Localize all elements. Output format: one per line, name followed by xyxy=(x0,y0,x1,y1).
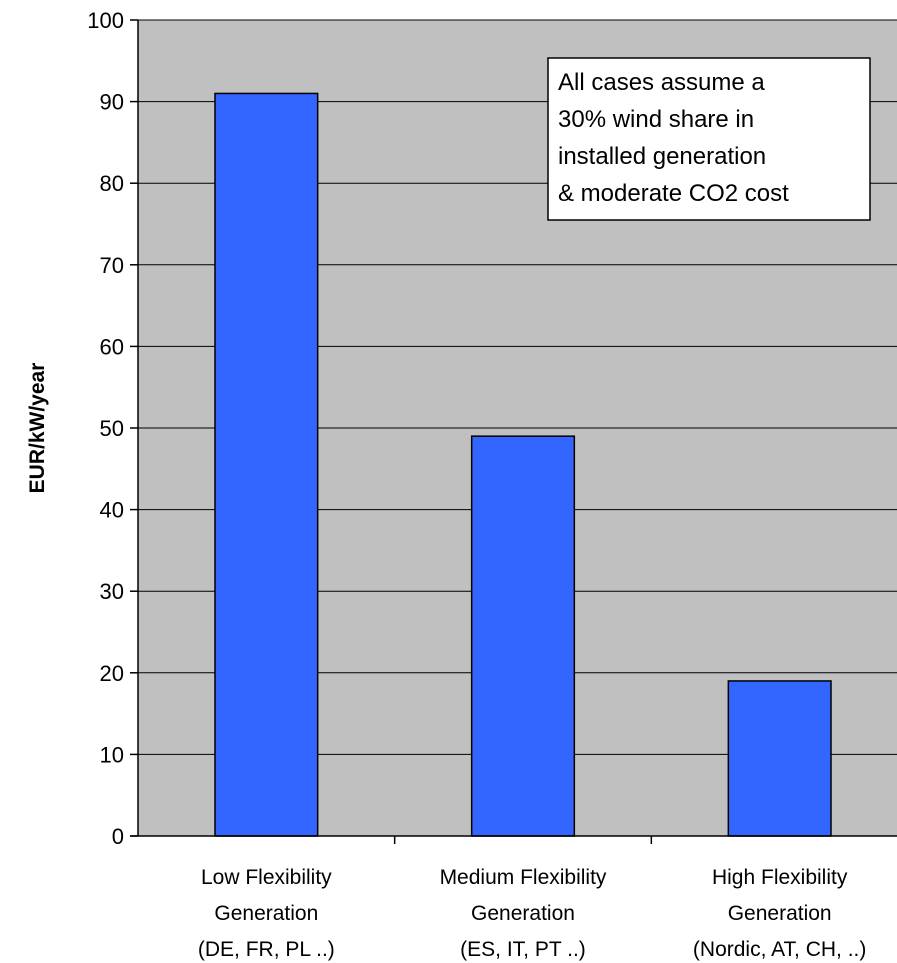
x-category-label: (Nordic, AT, CH, ..) xyxy=(693,938,866,961)
y-tick-label: 90 xyxy=(100,90,124,115)
y-tick-label: 100 xyxy=(87,8,124,33)
y-tick-label: 70 xyxy=(100,253,124,278)
x-category-label: Low Flexibility xyxy=(201,866,332,889)
x-category-label: Generation xyxy=(471,902,575,925)
annotation-box: All cases assume a 30% wind share in insta… xyxy=(547,57,871,221)
x-category-label: Medium Flexibility xyxy=(440,866,607,889)
x-category-label: Generation xyxy=(728,902,832,925)
bar xyxy=(727,680,832,837)
annotation-text-line: & moderate CO2 cost xyxy=(558,180,789,207)
y-tick-label: 60 xyxy=(100,334,124,359)
y-tick-label: 40 xyxy=(100,498,124,523)
annotation-text-line: installed generation xyxy=(558,143,766,170)
bar xyxy=(214,92,319,837)
x-category-label: High Flexibility xyxy=(712,866,848,889)
y-tick-label: 80 xyxy=(100,171,124,196)
y-tick-label: 30 xyxy=(100,579,124,604)
y-axis-title: EUR/kW/year xyxy=(26,363,49,494)
y-tick-label: 50 xyxy=(100,416,124,441)
x-category-label: (DE, FR, PL ..) xyxy=(198,938,335,961)
bars xyxy=(214,92,832,837)
annotation-background xyxy=(547,57,871,221)
y-tick-label: 0 xyxy=(112,824,124,849)
y-tick-label: 10 xyxy=(100,742,124,767)
x-category-label: (ES, IT, PT ..) xyxy=(460,938,586,961)
annotation-text-line: 30% wind share in xyxy=(558,106,754,133)
y-axis-ticks: 0 10 20 30 40 50 60 70 80 90 100 xyxy=(87,8,138,849)
bar xyxy=(470,435,576,837)
x-axis-category-labels: Low Flexibility Generation (DE, FR, PL ..)… xyxy=(198,836,866,961)
x-category-label: Generation xyxy=(214,902,318,925)
annotation-text-line: All cases assume a xyxy=(558,69,765,96)
y-tick-label: 20 xyxy=(100,661,124,686)
